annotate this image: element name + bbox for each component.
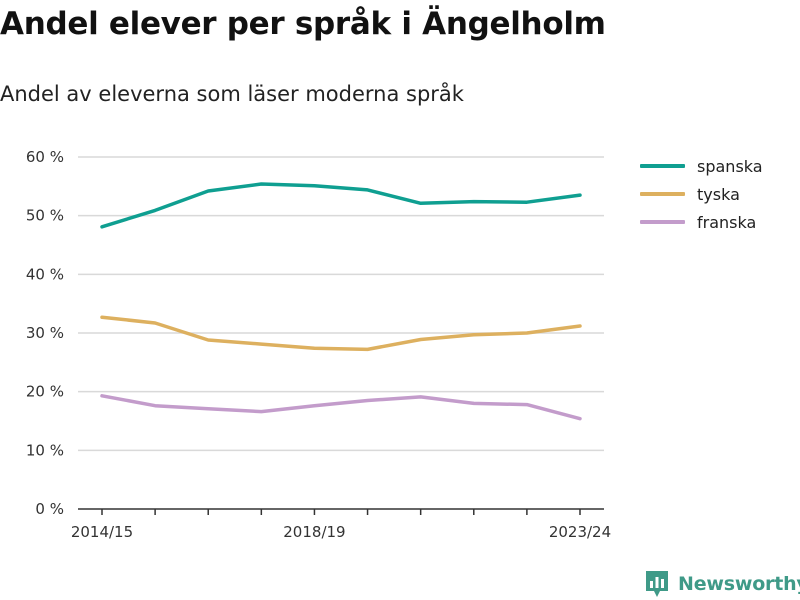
x-tick-label: 2018/19 xyxy=(283,523,345,541)
legend-label: spanska xyxy=(697,156,763,176)
legend-swatch xyxy=(640,220,685,224)
brand-name: Newsworthy xyxy=(678,573,800,595)
y-tick-label: 50 % xyxy=(26,207,64,225)
series-lines xyxy=(100,182,582,421)
y-tick-label: 0 % xyxy=(35,500,64,518)
y-tick-label: 40 % xyxy=(26,265,64,283)
chart-title: Andel elever per språk i Ängelholm xyxy=(0,6,606,42)
axes: 0 % 10 % 20 % 30 % 40 % 50 % 60 % 2014/15 2018/1… xyxy=(26,148,611,541)
chart-subtitle: Andel av eleverna som läser moderna språ… xyxy=(0,82,464,106)
series-line-spanska xyxy=(100,182,582,229)
legend-item-franska: franska xyxy=(640,208,763,236)
series-line-franska xyxy=(100,394,582,421)
legend-label: tyska xyxy=(697,184,740,204)
legend-label: franska xyxy=(697,212,757,232)
y-tick-label: 30 % xyxy=(26,324,64,342)
legend: spanska tyska franska xyxy=(640,152,763,236)
legend-item-spanska: spanska xyxy=(640,152,763,180)
newsworthy-logo-icon xyxy=(646,571,668,597)
y-tick-label: 20 % xyxy=(26,383,64,401)
y-tick-label: 10 % xyxy=(26,441,64,459)
legend-item-tyska: tyska xyxy=(640,180,763,208)
series-line-tyska xyxy=(100,315,582,352)
x-tick-label: 2023/24 xyxy=(549,523,611,541)
legend-swatch xyxy=(640,164,685,168)
x-tick-label: 2014/15 xyxy=(71,523,133,541)
brand-logo: Newsworthy xyxy=(644,569,800,599)
y-tick-label: 60 % xyxy=(26,148,64,166)
legend-swatch xyxy=(640,192,685,196)
